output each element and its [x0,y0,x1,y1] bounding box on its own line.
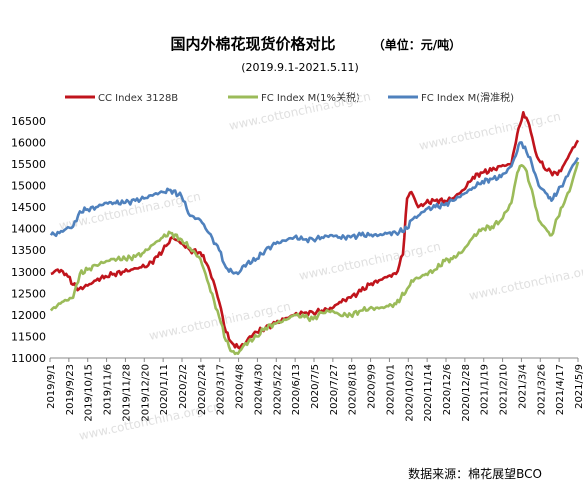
x-axis: 2019/9/1 2019/9/23 2019/10/15 2019/11/6 2019… [46,357,583,422]
chart-unit-label: （单位：元/吨） [373,37,461,52]
legend-label: FC Index M(滑准税) [421,91,514,104]
x-tick-label: 2020/12/6 [442,364,453,415]
y-tick-label: 14000 [11,223,46,236]
series-layer [49,111,580,356]
x-tick-label: 2020/7/5 [310,364,321,409]
x-tick-label: 2020/8/18 [348,364,359,415]
x-tick-label: 2021/4/17 [555,364,566,415]
y-tick-label: 12000 [11,309,46,322]
x-tick-label: 2019/9/1 [46,364,57,409]
x-tick-label: 2020/1/11 [159,364,170,415]
x-tick-label: 2020/9/9 [367,364,378,409]
data-source-note: 数据来源：棉花展望BCO [408,466,542,481]
y-axis: 11000 11500 12000 12500 13000 13500 14000 14500… [11,115,46,365]
x-tick-label: 2019/12/20 [140,364,151,422]
x-tick-label: 2020/12/28 [461,364,472,422]
watermark-text: www.cottonchina.org.cn [418,109,562,153]
legend-label: CC Index 3128B [98,93,178,104]
watermark-text: www.cottonchina.org.cn [468,259,583,303]
x-tick-label: 2020/2/24 [197,364,208,415]
x-tick-label: 2019/10/15 [84,364,95,422]
y-tick-label: 15500 [11,158,46,171]
x-tick-label: 2019/11/6 [103,364,114,415]
x-tick-label: 2020/11/14 [423,364,434,422]
y-tick-label: 12500 [11,287,46,300]
y-tick-label: 15000 [11,180,46,193]
chart-subtitle: (2019.9.1-2021.5.11) [241,61,359,74]
x-tick-label: 2020/7/27 [329,364,340,415]
x-tick-label: 2021/1/19 [480,364,491,415]
legend-label: FC Index M(1%关税) [261,91,360,104]
chart-title: 国内外棉花现货价格对比 [170,35,335,53]
x-tick-label: 2021/5/9 [574,364,583,409]
y-tick-label: 16000 [11,136,46,149]
y-tick-label: 14500 [11,201,46,214]
y-tick-label: 11000 [11,352,46,365]
x-tick-label: 2020/10/1 [385,364,396,415]
y-tick-label: 16500 [11,115,46,128]
x-tick-label: 2019/11/28 [121,364,132,422]
x-tick-label: 2021/3/26 [536,364,547,415]
y-tick-label: 13500 [11,244,46,257]
x-tick-label: 2020/6/13 [291,364,302,415]
x-tick-label: 2020/2/2 [178,364,189,409]
y-tick-label: 11500 [11,330,46,343]
x-tick-label: 2021/3/4 [517,364,528,409]
x-tick-label: 2020/5/22 [272,364,283,415]
x-tick-label: 2021/2/10 [499,364,510,415]
series-line [49,161,580,356]
y-tick-label: 13000 [11,266,46,279]
x-tick-label: 2020/4/8 [235,364,246,409]
x-tick-label: 2020/4/30 [253,364,264,415]
series-line [50,111,580,350]
chart-legend: CC Index 3128B FC Index M(1%关税) FC Index M… [65,91,514,104]
x-tick-label: 2020/3/17 [216,364,227,415]
x-tick-label: 2020/10/23 [404,364,415,422]
x-tick-label: 2019/9/23 [65,364,76,415]
series-line [49,141,580,276]
